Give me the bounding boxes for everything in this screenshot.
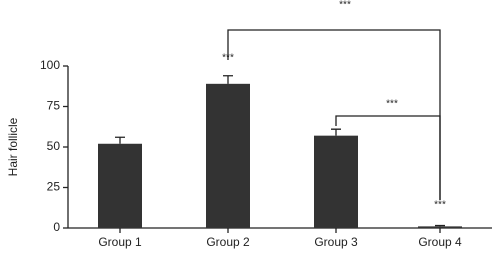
error-bar bbox=[435, 224, 445, 227]
significance-label: *** bbox=[386, 99, 398, 110]
error-bar bbox=[115, 136, 125, 144]
bar bbox=[206, 83, 250, 228]
x-tick-label: Group 3 bbox=[314, 235, 358, 249]
error-bar bbox=[223, 75, 233, 84]
y-tick-label: 100 bbox=[40, 58, 60, 72]
bracket bbox=[227, 29, 441, 200]
significance-label: *** bbox=[434, 200, 446, 211]
y-tick-label: 0 bbox=[53, 220, 60, 234]
y-tick-label: 25 bbox=[47, 180, 61, 194]
y-tick-label: 75 bbox=[47, 99, 61, 113]
significance-label: *** bbox=[339, 0, 351, 11]
bracket bbox=[335, 115, 441, 200]
x-tick-label: Group 4 bbox=[418, 235, 462, 249]
bar bbox=[314, 135, 358, 228]
y-axis-label: Hair follicle bbox=[6, 117, 20, 176]
significance-label: *** bbox=[222, 53, 234, 64]
x-tick-label: Group 1 bbox=[98, 235, 142, 249]
bar bbox=[98, 143, 142, 228]
x-tick-label: Group 2 bbox=[206, 235, 250, 249]
y-tick-label: 50 bbox=[47, 139, 61, 153]
error-bar bbox=[331, 128, 341, 136]
bar bbox=[418, 226, 462, 228]
